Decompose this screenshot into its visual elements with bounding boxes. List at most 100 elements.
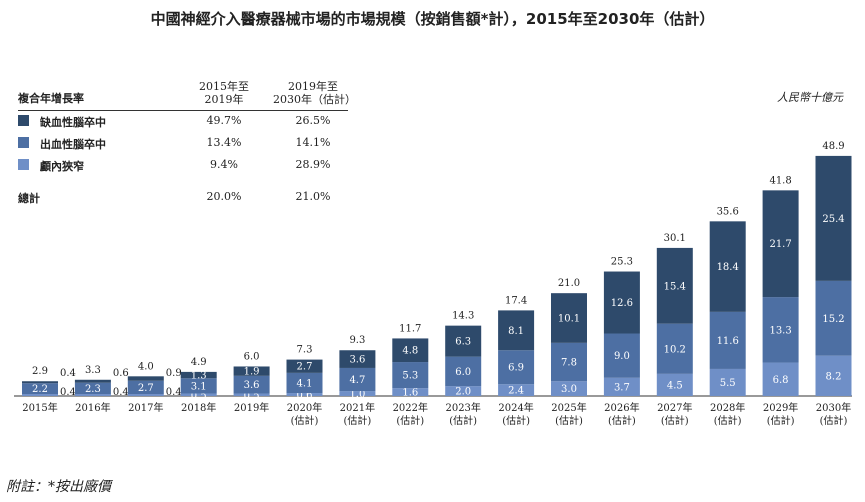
bar-segment [180, 378, 217, 394]
bar-segment [22, 394, 58, 396]
legend-label-stenosis: 顱內狹窄 [40, 160, 84, 173]
total-label: 21.0 [558, 278, 580, 289]
x-tick-sublabel: (估計) [661, 414, 689, 427]
x-tick-label: 2023年 [445, 401, 480, 414]
bar-segment [445, 356, 482, 387]
total-label: 35.6 [717, 206, 739, 217]
bar-segment [656, 373, 693, 396]
x-tick-sublabel: (估計) [714, 414, 742, 427]
x-tick-sublabel: (估計) [291, 414, 319, 427]
legend-swatch-stenosis [18, 159, 29, 170]
bar-segment [815, 355, 852, 396]
data-label: 3.1 [191, 381, 207, 392]
total-label: 9.3 [349, 335, 365, 346]
data-label: 2.2 [32, 384, 48, 395]
total-label: 6.0 [244, 351, 260, 362]
data-label: 12.6 [611, 298, 633, 309]
data-label: 1.9 [244, 367, 260, 378]
data-label: 2.7 [297, 362, 313, 373]
data-label: 3.6 [349, 355, 365, 366]
x-tick-sublabel: (估計) [396, 414, 424, 427]
x-tick-label: 2028年 [710, 401, 745, 414]
bar-segment [656, 247, 693, 324]
data-label: 2.4 [508, 386, 524, 397]
cagr-row-ischemic: 缺血性腦卒中 49.7% 26.5% [18, 111, 348, 133]
bar-segment [709, 311, 746, 369]
data-label: 5.3 [402, 371, 418, 382]
bar-segment [498, 310, 535, 351]
total-label: 25.3 [611, 257, 633, 268]
bar-segment [286, 372, 323, 394]
x-tick-label: 2027年 [657, 401, 692, 414]
x-tick-sublabel: (估計) [449, 414, 477, 427]
bar-segment [551, 342, 587, 382]
data-label: 4.1 [297, 378, 313, 389]
footnote: 附註：*按出廠價 [6, 479, 111, 495]
data-label: 0.4 [113, 387, 129, 398]
bar-segment [762, 190, 799, 298]
cagr-col2-line1: 2019年至 [288, 80, 338, 93]
data-label: 2.0 [455, 387, 471, 398]
cagr-col1-line1: 2015年至 [199, 80, 249, 93]
bar-segment [709, 221, 746, 312]
x-tick-label: 2016年 [75, 401, 110, 414]
data-label: 0.9 [166, 368, 182, 379]
bar-segment [233, 393, 270, 396]
cagr-value: 20.0% [206, 190, 242, 203]
data-label: 3.6 [244, 380, 260, 391]
legend-swatch-ischemic [18, 115, 29, 126]
data-label: 6.3 [455, 337, 471, 348]
total-label: 4.0 [138, 361, 154, 372]
bar-segment [815, 155, 852, 281]
data-label: 4.7 [349, 375, 365, 386]
bar-segment [180, 393, 217, 396]
bar-segment [656, 323, 693, 374]
data-label: 1.0 [349, 389, 365, 400]
cagr-value: 26.5% [295, 114, 331, 127]
cagr-table: 複合年增長率 2015年至 2019年 2019年至 2030年（估計） 缺血性… [18, 76, 356, 209]
cagr-col2-header: 2019年至 2030年（估計） [273, 80, 356, 106]
data-label: 2.7 [138, 383, 154, 394]
cagr-row-hemorrhagic: 出血性腦卒中 13.4% 14.1% [18, 133, 348, 155]
legend-label-ischemic: 缺血性腦卒中 [40, 116, 106, 129]
bar-segment [127, 376, 164, 381]
data-label: 15.2 [822, 314, 844, 325]
bar-segment [603, 377, 640, 396]
total-label: 17.4 [505, 295, 527, 306]
data-label: 0.4 [166, 387, 182, 398]
data-label: 8.1 [508, 326, 524, 337]
bar-segment [127, 380, 164, 395]
data-label: 6.9 [508, 363, 524, 374]
bar-segment [392, 388, 429, 396]
bar-segment [339, 367, 376, 392]
data-label: 15.4 [664, 281, 686, 292]
x-tick-label: 2015年 [22, 401, 57, 414]
cagr-header: 複合年增長率 2015年至 2019年 2019年至 2030年（估計） [18, 76, 356, 111]
cagr-value: 21.0% [295, 190, 331, 203]
chart-title: 中國神經介入醫療器械市場的市場規模（按銷售額*計），2015年至2030年（估計… [150, 10, 715, 28]
data-label: 18.4 [717, 262, 739, 273]
total-label: 4.9 [191, 357, 207, 368]
legend-label-hemorrhagic: 出血性腦卒中 [40, 138, 106, 151]
bar-segment [339, 391, 376, 396]
cagr-value: 9.4% [210, 158, 238, 171]
bar-segment [815, 280, 852, 356]
bar-segment [339, 350, 376, 368]
cagr-row-stenosis: 顱內狹窄 9.4% 28.9% [18, 155, 348, 177]
bar-segment [445, 325, 482, 357]
bar-segment [445, 386, 482, 396]
bar-segment [498, 384, 535, 396]
unit-label: 人民幣十億元 [777, 91, 843, 104]
bar-segment [22, 383, 58, 395]
bar-segment [392, 338, 429, 363]
x-tick-label: 2020年 [287, 401, 322, 414]
total-label: 41.8 [769, 175, 791, 186]
x-tick-label: 2030年 [816, 401, 851, 414]
cagr-label: 複合年增長率 [18, 92, 84, 105]
bar-segment [74, 382, 111, 395]
stacked-bar-chart: 0.42.20.42.92015年0.42.30.63.32016年0.42.7… [14, 141, 852, 427]
total-label: 2.9 [32, 366, 48, 377]
total-label: 48.9 [822, 141, 844, 152]
data-label: 10.2 [664, 344, 686, 355]
bar-segment [762, 297, 799, 363]
